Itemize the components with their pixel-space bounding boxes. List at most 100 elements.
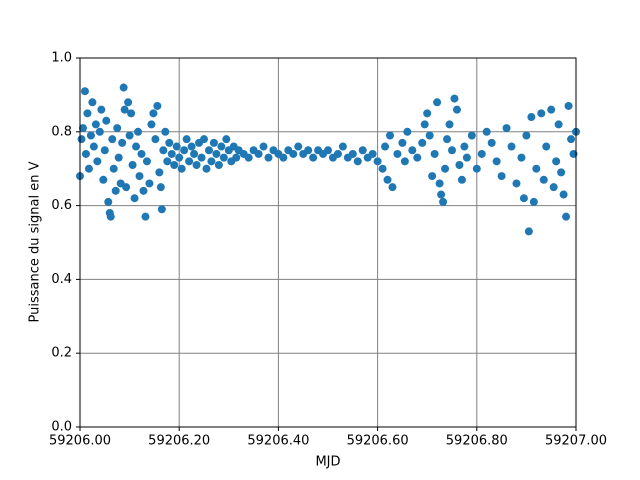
- point: [425, 131, 434, 140]
- x-tick-label: 59206.80: [446, 434, 508, 449]
- point: [127, 109, 136, 118]
- point: [304, 146, 313, 155]
- point: [153, 101, 162, 110]
- y-tick-label: 0.8: [51, 124, 72, 139]
- point: [254, 149, 263, 158]
- point: [467, 131, 476, 140]
- point: [134, 127, 143, 136]
- x-tick-label: 59207.00: [545, 434, 607, 449]
- point: [155, 168, 164, 177]
- point: [393, 149, 402, 158]
- point: [477, 149, 486, 158]
- y-tick-label: 0.6: [51, 198, 72, 213]
- point: [450, 94, 459, 103]
- y-tick-label: 0.0: [51, 420, 72, 435]
- point: [132, 142, 141, 151]
- point: [524, 227, 533, 236]
- point: [95, 127, 104, 136]
- point: [124, 98, 133, 107]
- point: [435, 179, 444, 188]
- point: [529, 197, 538, 206]
- point: [522, 131, 531, 140]
- point: [172, 142, 181, 151]
- point: [159, 146, 168, 155]
- point: [244, 153, 253, 162]
- point: [358, 146, 367, 155]
- point: [441, 164, 450, 173]
- point: [120, 105, 129, 114]
- point: [170, 161, 179, 170]
- x-axis-label: MJD: [315, 455, 340, 470]
- point: [130, 194, 139, 203]
- point: [81, 149, 90, 158]
- point: [157, 205, 166, 214]
- point: [418, 138, 427, 147]
- point: [368, 149, 377, 158]
- point: [398, 138, 407, 147]
- point: [554, 120, 563, 129]
- point: [353, 157, 362, 166]
- point: [80, 87, 89, 96]
- point: [428, 172, 437, 181]
- point: [212, 149, 221, 158]
- point: [217, 142, 226, 151]
- point: [97, 105, 106, 114]
- point: [209, 138, 218, 147]
- point: [197, 153, 206, 162]
- point: [122, 183, 131, 192]
- point: [547, 105, 556, 114]
- point: [381, 142, 390, 151]
- point: [180, 146, 189, 155]
- point: [557, 168, 566, 177]
- point: [100, 146, 109, 155]
- point: [564, 101, 573, 110]
- point: [147, 120, 156, 129]
- point: [452, 105, 461, 114]
- point: [151, 135, 160, 144]
- point: [472, 164, 481, 173]
- point: [378, 164, 387, 173]
- point: [408, 146, 417, 155]
- point: [149, 109, 158, 118]
- point: [430, 149, 439, 158]
- point: [125, 131, 134, 140]
- y-tick-label: 1.0: [51, 51, 72, 66]
- point: [200, 135, 208, 144]
- point: [77, 135, 86, 144]
- point: [192, 161, 201, 170]
- point: [537, 109, 546, 118]
- point: [433, 98, 442, 107]
- point: [165, 138, 174, 147]
- point: [161, 127, 170, 136]
- point: [413, 153, 422, 162]
- point: [507, 142, 516, 151]
- point: [185, 157, 194, 166]
- point: [78, 124, 87, 133]
- point: [207, 157, 216, 166]
- point: [482, 127, 491, 136]
- point: [102, 116, 111, 125]
- point: [512, 179, 521, 188]
- point: [119, 83, 128, 92]
- x-tick-label: 59206.00: [49, 434, 111, 449]
- point: [443, 135, 452, 144]
- point: [420, 120, 429, 129]
- point: [88, 98, 97, 107]
- point: [175, 153, 184, 162]
- point: [84, 164, 93, 173]
- x-tick-label: 59206.20: [148, 434, 210, 449]
- point: [167, 149, 176, 158]
- point: [403, 127, 412, 136]
- x-tick-label: 59206.40: [247, 434, 309, 449]
- point: [567, 135, 576, 144]
- y-tick-label: 0.4: [51, 272, 72, 287]
- point: [386, 131, 394, 140]
- point: [559, 190, 568, 199]
- point: [423, 109, 432, 118]
- point: [111, 186, 120, 195]
- point: [190, 149, 199, 158]
- y-axis-label: Puissance du signal en V: [28, 161, 43, 322]
- point: [289, 149, 298, 158]
- point: [294, 142, 303, 151]
